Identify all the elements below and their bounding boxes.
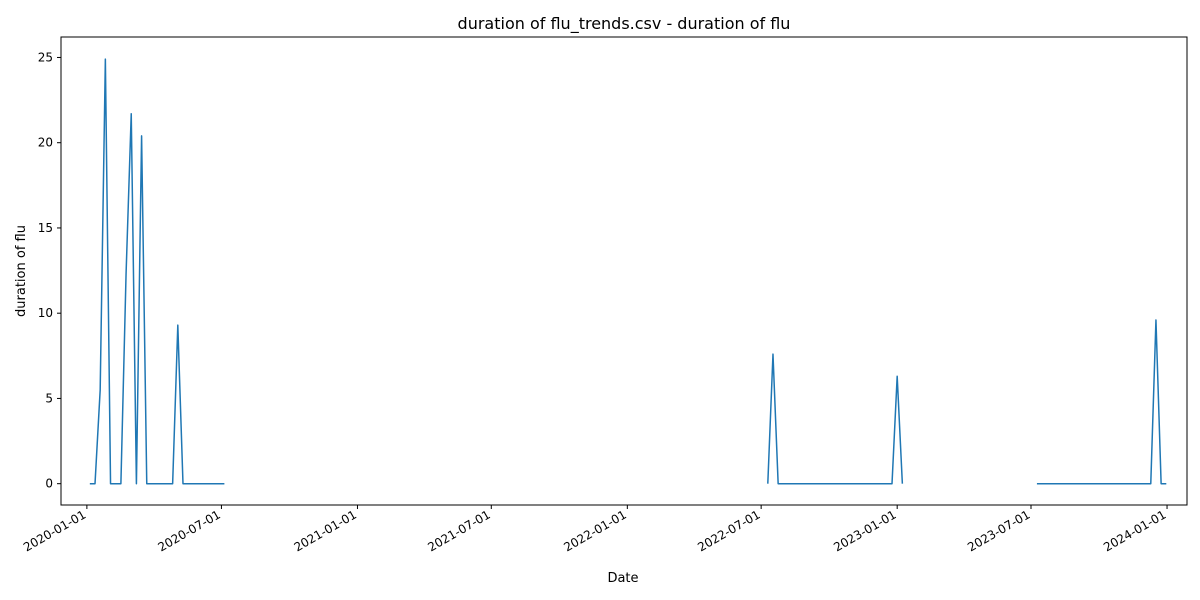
- y-tick-label-2: 10: [38, 306, 53, 320]
- y-tick-label-5: 25: [38, 50, 53, 64]
- y-tick-label-1: 5: [45, 391, 53, 405]
- y-axis: 0 5 10 15 20 25: [38, 50, 61, 491]
- series-layer: [89, 58, 1167, 485]
- y-tick-label-0: 0: [45, 477, 53, 491]
- plot-frame: [60, 36, 1188, 506]
- series-line-segment-1: [89, 58, 225, 485]
- y-tick-label-4: 20: [38, 136, 53, 150]
- series-line-segment-2: [767, 353, 904, 485]
- chart-title: duration of flu_trends.csv - duration of…: [458, 14, 791, 34]
- x-axis-title: Date: [607, 571, 638, 586]
- series-line-segment-3: [1036, 319, 1167, 485]
- y-tick-label-3: 15: [38, 221, 53, 235]
- y-axis-title: duration of flu: [14, 225, 29, 317]
